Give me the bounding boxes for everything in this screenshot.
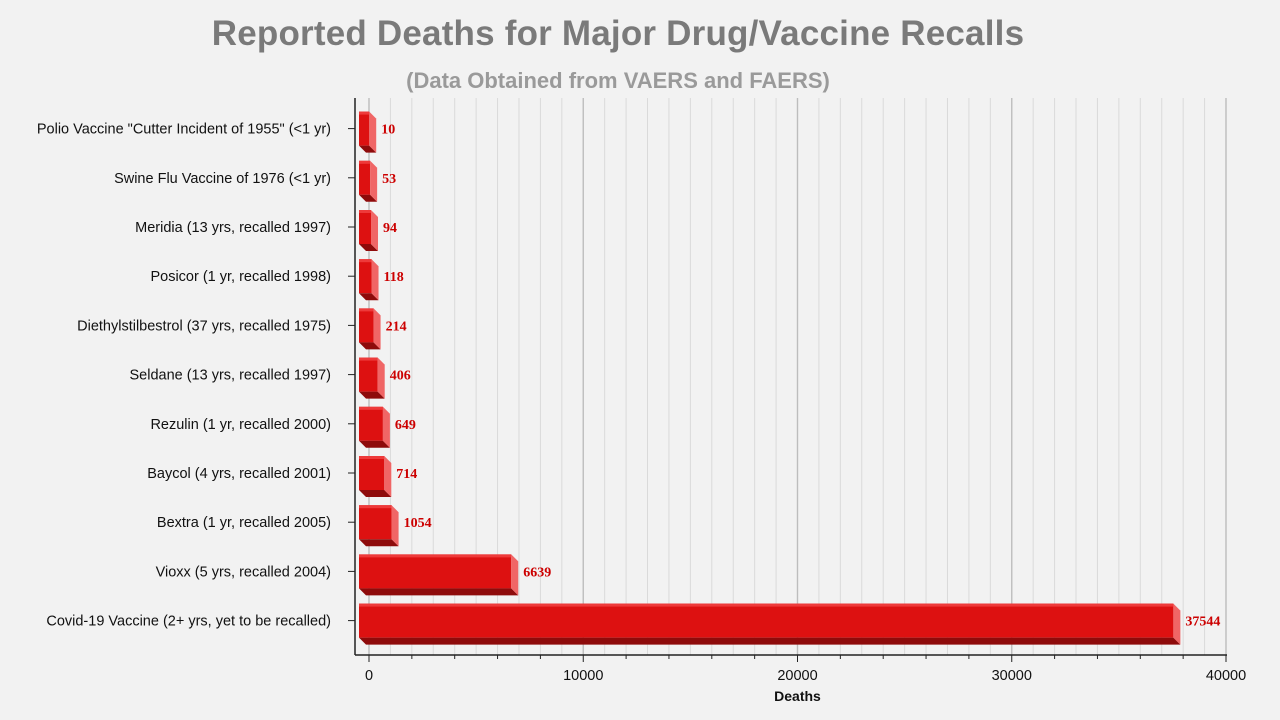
bar-value-label: 1054 [404,516,432,531]
bar-value-label: 37544 [1185,615,1220,630]
tick-labels: 0 10000 20000 30000 40000 [365,668,1246,684]
x-tick-label: 0 [365,668,373,684]
bar-highlight [359,259,372,263]
bar-value-label: 6639 [523,565,551,580]
bar-side-face [511,554,519,596]
axes [348,98,1227,662]
bar-side-face [369,111,377,153]
bar-front [359,357,378,392]
bar-bottom-face [359,145,377,153]
category-label: Bextra (1 yr, recalled 2005) [157,515,331,531]
bar-bottom-face [359,588,519,596]
bar-highlight [359,160,371,164]
bar-front [359,308,374,343]
category-label: Covid-19 Vaccine (2+ yrs, yet to be reca… [46,614,331,630]
x-tick-label: 20000 [777,668,817,684]
bar-bottom-face [359,194,378,202]
category-label: Baycol (4 yrs, recalled 2001) [147,466,331,482]
bar-front [359,160,371,195]
x-axis-title: Deaths [774,688,821,704]
bar-bottom-face [359,539,399,547]
bar-side-face [377,357,385,399]
bar-highlight [359,554,512,558]
bar-side-face [384,456,392,497]
bar-value-label: 649 [395,418,416,433]
bar [359,160,378,202]
bar-front [359,505,392,540]
bar-value-label: 214 [386,319,407,334]
bar-side-face [382,406,390,448]
bar-front [359,456,385,490]
chart-title: Reported Deaths for Major Drug/Vaccine R… [211,14,1025,53]
category-labels: Polio Vaccine "Cutter Incident of 1955" … [37,122,331,630]
category-label: Rezulin (1 yr, recalled 2000) [150,417,331,433]
bar-value-label: 53 [382,172,396,187]
bar [359,308,381,350]
bar-front [359,259,372,294]
bar [359,554,519,596]
category-label: Meridia (13 yrs, recalled 1997) [135,220,331,236]
bar-value-label: 406 [390,369,411,384]
bar-highlight [359,456,385,459]
bar-highlight [359,308,374,312]
bar-highlight [359,406,383,410]
bar-front [359,406,383,441]
bar-bottom-face [359,440,390,448]
bar [359,505,399,547]
bar [359,406,390,448]
chart-subtitle: (Data Obtained from VAERS and FAERS) [406,68,830,93]
bar-value-label: 118 [384,270,404,285]
bar-front [359,603,1174,638]
bar-bottom-face [359,637,1181,645]
bars: 10 53 94 118 214 406 649 714 1054 6639 37544 [359,111,1220,645]
bar [359,357,385,399]
bar-value-label: 94 [383,221,397,236]
bar-bottom-face [359,490,392,497]
x-tick-label: 40000 [1206,668,1246,684]
bar-highlight [359,603,1174,607]
bar-value-label: 714 [396,467,417,482]
bar-bottom-face [359,293,379,301]
category-label: Seldane (13 yrs, recalled 1997) [129,368,331,384]
bar-highlight [359,505,392,509]
bar-side-face [371,259,379,301]
bar [359,456,392,497]
bar-bottom-face [359,342,381,350]
bar-bottom-face [359,391,385,399]
bar-value-label: 10 [381,123,395,138]
bar-side-face [371,210,379,251]
bar-side-face [391,505,399,547]
bar-highlight [359,357,378,361]
bar-front [359,111,370,146]
bar [359,210,379,251]
category-label: Vioxx (5 yrs, recalled 2004) [156,564,331,580]
category-label: Posicor (1 yr, recalled 1998) [150,269,331,285]
bar [359,111,377,153]
bar-front [359,210,372,244]
bar [359,259,379,301]
bar [359,603,1181,645]
bar-side-face [370,160,378,202]
bar-side-face [1173,603,1181,645]
bar-highlight [359,210,372,213]
category-label: Swine Flu Vaccine of 1976 (<1 yr) [114,171,331,187]
category-label: Diethylstilbestrol (37 yrs, recalled 197… [77,318,331,334]
category-label: Polio Vaccine "Cutter Incident of 1955" … [37,122,331,138]
gridlines [368,98,1227,655]
bar-front [359,554,512,589]
x-tick-label: 10000 [563,668,603,684]
bar-bottom-face [359,244,379,251]
bar-side-face [373,308,381,350]
bar-highlight [359,111,370,115]
x-tick-label: 30000 [992,668,1032,684]
